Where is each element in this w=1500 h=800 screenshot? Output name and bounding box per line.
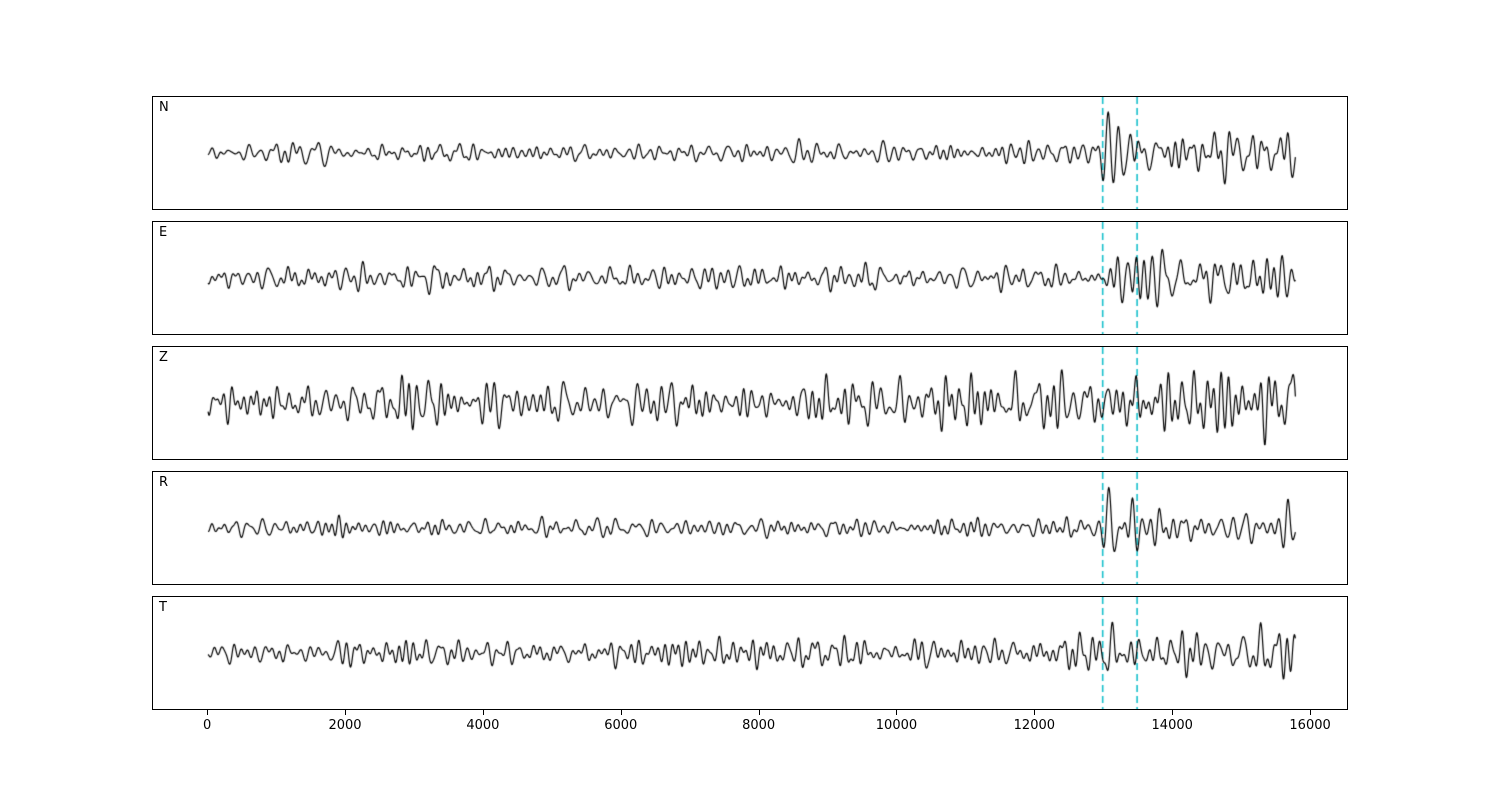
x-tick-mark: [896, 710, 898, 715]
waveform-canvas-E: [153, 222, 1347, 334]
x-tick-label: 16000: [1289, 718, 1331, 733]
x-tick-label: 2000: [328, 718, 362, 733]
panel-label-N: N: [159, 100, 169, 115]
x-axis: 0 2000 4000 6000 8000 10000 12000 14000 16000: [152, 710, 1348, 740]
x-tick-mark: [345, 710, 346, 715]
panel-Z: Z: [152, 346, 1348, 460]
x-tick-mark: [207, 710, 209, 715]
waveform-canvas-N: [153, 97, 1347, 209]
x-tick-label: 0: [203, 718, 212, 733]
panel-label-Z: Z: [159, 350, 168, 365]
panel-R: R: [152, 471, 1348, 585]
x-tick-label: 12000: [1013, 718, 1056, 733]
panel-label-R: R: [159, 475, 169, 490]
waveform-canvas-R: [153, 472, 1347, 584]
x-tick-mark: [1172, 710, 1174, 715]
x-tick-mark: [620, 710, 622, 715]
x-tick-mark: [1034, 710, 1036, 715]
panel-label-T: T: [159, 600, 167, 615]
x-tick-label: 8000: [742, 718, 776, 733]
x-tick-label: 10000: [875, 718, 918, 733]
panel-E: E: [152, 221, 1348, 335]
x-tick-label: 4000: [466, 718, 500, 733]
waveform-canvas-Z: [153, 347, 1347, 459]
waveform-canvas-T: [153, 597, 1347, 709]
x-tick-mark: [758, 710, 760, 715]
x-tick-mark: [482, 710, 484, 715]
panel-label-E: E: [159, 225, 168, 240]
x-tick-label: 14000: [1151, 718, 1193, 733]
panel-N: N: [152, 96, 1348, 210]
panel-T: T: [152, 596, 1348, 710]
x-tick-label: 6000: [604, 718, 638, 733]
x-tick-mark: [1310, 710, 1312, 715]
